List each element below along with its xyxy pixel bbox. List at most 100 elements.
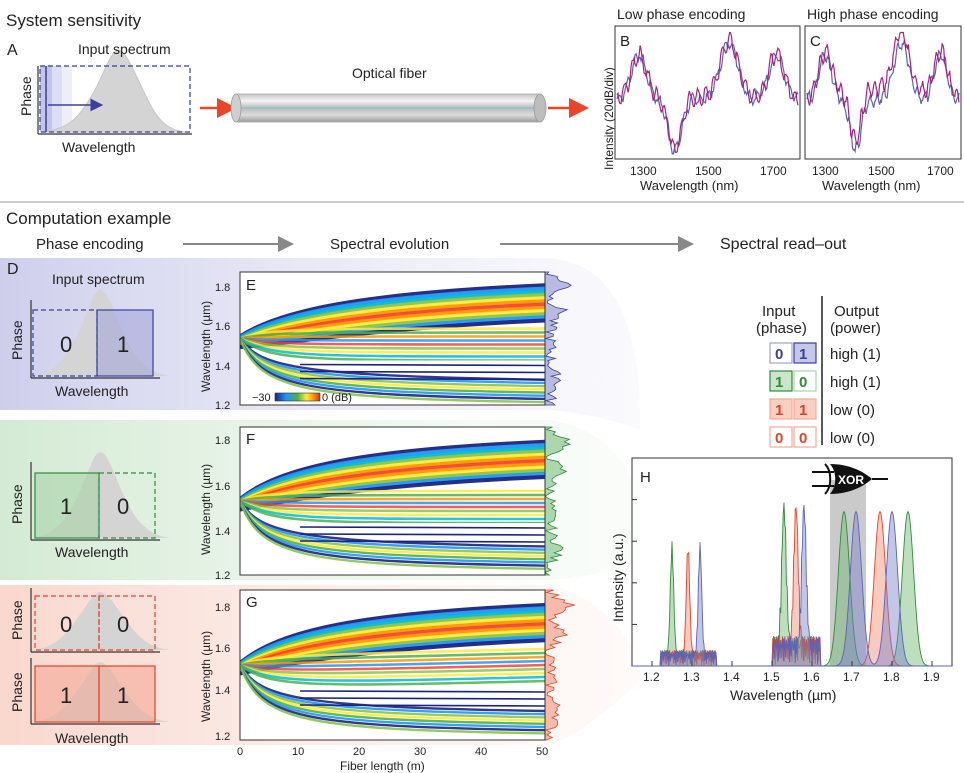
evolution-map-2 [240, 427, 545, 575]
table-col1-header-1: Input [762, 303, 796, 320]
d-case-01-x-label: Wavelength [55, 383, 128, 399]
readout-spectrum-2 [632, 506, 952, 667]
optical-fiber [230, 93, 547, 123]
panel-g-frame [239, 589, 546, 741]
h-xtick-4: 1.6 [803, 670, 820, 684]
g-ytick-4: 1.2 [215, 731, 230, 743]
output-spectrum-1 [544, 271, 572, 406]
computation-title: Computation example [6, 209, 171, 228]
panel-b-title: Low phase encoding [617, 6, 745, 22]
d-case-11-x-label: Wavelength [55, 730, 128, 746]
table-row2-output: high (1) [830, 374, 881, 391]
f-ytick-2: 1.6 [215, 481, 230, 493]
panel-h-letter: H [640, 469, 651, 486]
d-case-11-left: 1 [60, 683, 72, 708]
table-row4-a: 0 [775, 430, 783, 447]
d-case-01-right: 1 [117, 332, 129, 357]
evolution-x-label: Fiber length (m) [340, 759, 425, 773]
c-x-label: Wavelength (nm) [822, 178, 921, 193]
spectrum-line-2 [616, 31, 799, 154]
panel-a-y-label: Phase [18, 76, 34, 116]
panel-f-letter: F [246, 431, 255, 448]
d-case-10-y-label: Phase [9, 484, 25, 524]
table-col2-header-2: (power) [830, 320, 881, 337]
g-xtick-2: 20 [353, 746, 365, 758]
g-ytick-1: 1.8 [215, 602, 230, 614]
table-row3-b: 1 [799, 402, 807, 419]
f-ytick-4: 1.2 [215, 570, 230, 582]
d-case-00-right: 0 [117, 612, 129, 637]
readout-spectrum-3 [632, 504, 952, 667]
panel-a-input-label: Input spectrum [78, 41, 171, 57]
g-xtick-4: 40 [475, 746, 487, 758]
c-tick-1: 1300 [812, 164, 839, 178]
d-case-00-y-label: Phase [9, 600, 25, 640]
b-x-label: Wavelength (nm) [640, 178, 739, 193]
table-row1-b: 1 [799, 346, 807, 363]
h-xtick-5: 1.7 [843, 670, 860, 684]
d-case-10-x-label: Wavelength [55, 544, 128, 560]
h-xtick-2: 1.4 [723, 670, 740, 684]
f-ytick-1: 1.8 [215, 435, 230, 447]
c-tick-3: 1700 [927, 164, 954, 178]
h-xtick-0: 1.2 [643, 670, 660, 684]
g-xtick-0: 0 [237, 746, 243, 758]
evolution-map-3 [240, 590, 545, 740]
spectrum-line-1 [806, 39, 960, 154]
d-case-01-left: 0 [60, 332, 72, 357]
table-row1-a: 0 [775, 346, 783, 363]
panel-a-x-label: Wavelength [62, 139, 135, 155]
table-col1-header-2: (phase) [756, 320, 807, 337]
d-case-10 [30, 452, 170, 541]
spectrum-line-2 [806, 31, 960, 146]
d-case-01-y-label: Phase [9, 320, 25, 360]
colorbar [274, 392, 321, 402]
output-spectrum-3 [544, 589, 575, 741]
e-ytick-3: 1.4 [215, 361, 230, 373]
d-case-11-right: 1 [117, 683, 129, 708]
panel-e-y-label: Wavelength (µm) [199, 301, 213, 392]
panel-g-letter: G [246, 594, 258, 611]
panel-c-title: High phase encoding [807, 6, 939, 22]
panel-a-dashed-box [39, 65, 191, 133]
panel-e-frame [239, 271, 546, 406]
table-row2-b: 0 [799, 374, 807, 391]
d-case-11-y-label: Phase [9, 672, 25, 712]
g-ytick-2: 1.6 [215, 643, 230, 655]
panel-c-letter: C [810, 33, 821, 50]
b-tick-2: 1500 [695, 164, 722, 178]
d-case-10-left: 1 [60, 494, 72, 519]
table-row3-a: 1 [775, 402, 783, 419]
output-spectrum-2 [544, 426, 572, 576]
panel-f-frame [239, 426, 546, 576]
d-case-10-right: 0 [117, 494, 129, 519]
e-ytick-1: 1.8 [215, 282, 230, 294]
stage-label-evolution: Spectral evolution [330, 236, 449, 253]
panel-b-plot [614, 25, 801, 160]
d-case-01 [30, 290, 170, 379]
xor-gate-label: XOR [838, 473, 864, 487]
d-case-00-left: 0 [60, 612, 72, 637]
table-row4-b: 0 [799, 430, 807, 447]
fiber-label: Optical fiber [352, 65, 427, 81]
table-row4-output: low (0) [830, 430, 875, 447]
table-row1-output: high (1) [830, 346, 881, 363]
table-row3-output: low (0) [830, 402, 875, 419]
xor-gate-icon [812, 463, 888, 495]
panel-a-gaussian [39, 49, 186, 133]
g-xtick-1: 10 [292, 746, 304, 758]
d-case-11 [30, 658, 170, 725]
g-xtick-5: 50 [536, 746, 548, 758]
stage-label-readout: Spectral read–out [720, 236, 847, 253]
table-col2-header-1: Output [834, 303, 880, 320]
h-xtick-1: 1.3 [683, 670, 700, 684]
g-ytick-3: 1.4 [215, 685, 230, 697]
panel-f-y-label: Wavelength (µm) [199, 464, 213, 555]
d-case-00 [30, 588, 170, 653]
h-xtick-7: 1.9 [923, 670, 940, 684]
sensitivity-title: System sensitivity [6, 11, 142, 30]
readout-spectrum-1 [632, 502, 952, 667]
bc-y-label: Intensity (20dB/div) [602, 67, 616, 170]
panel-a-letter: A [7, 42, 18, 59]
evolution-map-1 [240, 272, 545, 405]
